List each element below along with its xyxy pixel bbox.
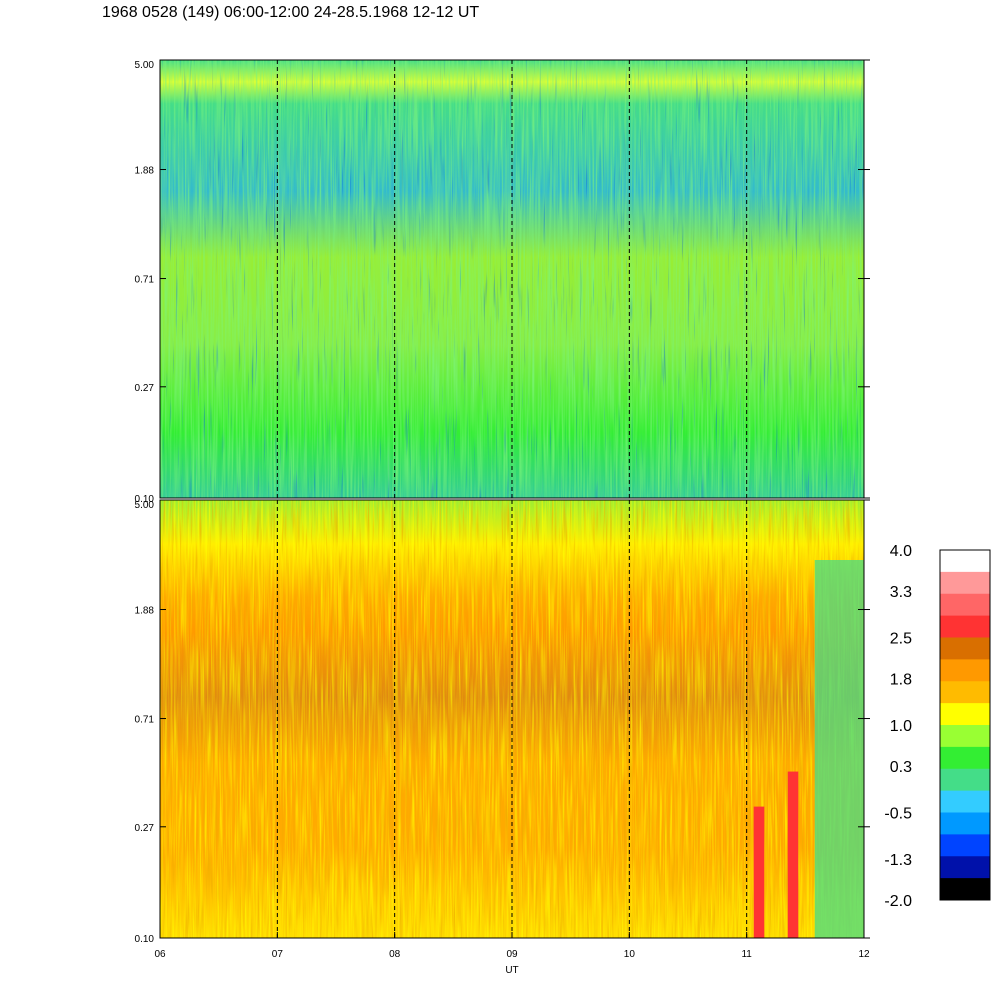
x-tick-label: 12 bbox=[858, 949, 870, 960]
upper-panel: 5.00 1.88 0.71 0.27 0.10 bbox=[135, 59, 870, 505]
colorbar-swatch bbox=[940, 878, 990, 901]
x-tick-label: 11 bbox=[741, 949, 752, 960]
x-tick-label: 10 bbox=[624, 949, 636, 960]
red-band bbox=[753, 806, 765, 938]
late-cool-region bbox=[814, 560, 864, 938]
colorbar-label: -2.0 bbox=[884, 893, 912, 910]
y-tick-label: 0.71 bbox=[135, 275, 155, 286]
x-tick-label: 07 bbox=[272, 949, 284, 960]
colorbar-label: 1.0 bbox=[890, 718, 912, 735]
lower-panel-grid bbox=[276, 500, 748, 938]
colorbar-swatch bbox=[940, 834, 990, 857]
colorbar-swatch bbox=[940, 615, 990, 638]
colorbar-swatch bbox=[940, 746, 990, 770]
y-tick-label: 0.10 bbox=[135, 934, 155, 945]
y-tick-label: 1.88 bbox=[135, 166, 155, 177]
x-axis: 06 07 08 09 10 11 12 bbox=[154, 932, 870, 960]
y-tick-label: 0.27 bbox=[135, 823, 155, 834]
colorbar-swatch bbox=[940, 593, 990, 617]
colorbar-swatch bbox=[940, 856, 990, 879]
colorbar-swatch bbox=[940, 703, 990, 726]
colorbar-label: 0.3 bbox=[890, 759, 912, 776]
colorbar-label: 3.3 bbox=[890, 584, 912, 601]
x-tick-label: 09 bbox=[506, 949, 518, 960]
y-tick-label: 0.10 bbox=[135, 494, 155, 505]
chart-title: 1968 0528 (149) 06:00-12:00 24-28.5.1968… bbox=[102, 4, 480, 21]
x-axis-label: UT bbox=[505, 965, 518, 976]
lower-panel-late-region bbox=[753, 560, 864, 938]
colorbar-swatch bbox=[940, 637, 990, 660]
colorbar-label: 1.8 bbox=[890, 671, 912, 688]
y-tick-label: 5.00 bbox=[135, 500, 155, 511]
colorbar: 4.0 3.3 2.5 1.8 1.0 0.3 -0.5 -1.3 -2.0 bbox=[884, 543, 991, 910]
colorbar-frame bbox=[939, 549, 991, 901]
y-tick-label: 0.27 bbox=[135, 383, 155, 394]
x-tick-label: 06 bbox=[154, 949, 166, 960]
red-band bbox=[787, 771, 799, 938]
colorbar-swatch bbox=[940, 659, 990, 682]
colorbar-label: 4.0 bbox=[890, 543, 912, 560]
y-tick-label: 5.00 bbox=[135, 60, 155, 71]
lower-panel: 5.00 1.88 0.71 0.27 0.10 bbox=[135, 499, 870, 945]
upper-panel-y-axis: 5.00 1.88 0.71 0.27 0.10 bbox=[135, 59, 870, 505]
colorbar-swatch bbox=[940, 812, 990, 835]
x-tick-label: 08 bbox=[389, 949, 401, 960]
colorbar-label: -0.5 bbox=[884, 806, 912, 823]
colorbar-swatch bbox=[940, 725, 990, 748]
lower-panel-y-axis: 5.00 1.88 0.71 0.27 0.10 bbox=[135, 499, 870, 945]
colorbar-swatch bbox=[940, 681, 990, 704]
y-tick-label: 1.88 bbox=[135, 606, 155, 617]
colorbar-swatch bbox=[940, 768, 990, 792]
upper-panel-grid bbox=[276, 60, 748, 498]
colorbar-label: -1.3 bbox=[884, 852, 912, 869]
colorbar-swatch bbox=[940, 571, 990, 595]
colorbar-swatch bbox=[940, 790, 990, 813]
colorbar-swatch bbox=[940, 550, 990, 573]
colorbar-label: 2.5 bbox=[890, 631, 912, 648]
y-tick-label: 0.71 bbox=[135, 715, 155, 726]
